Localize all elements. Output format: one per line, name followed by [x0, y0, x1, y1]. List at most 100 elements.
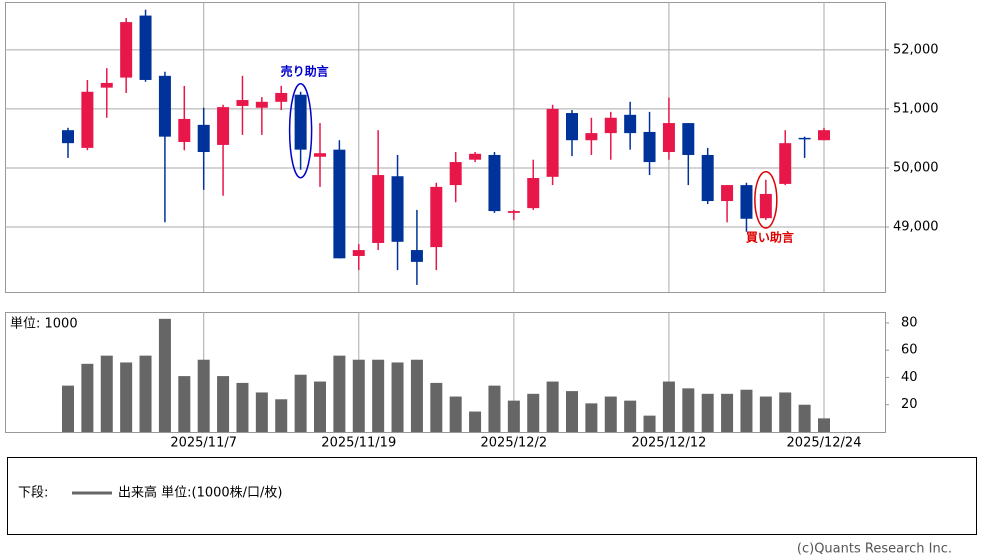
y-tick-label: 20 — [901, 397, 918, 412]
candle-body — [759, 193, 772, 219]
annotation-ellipse — [754, 171, 778, 229]
volume-bar — [624, 400, 637, 432]
unit-label: 単位: 1000 — [10, 316, 78, 332]
volume-bar — [682, 388, 695, 432]
volume-bar — [81, 363, 94, 432]
candle-body — [81, 91, 94, 148]
candle-body — [798, 137, 811, 140]
unit-label-bg — [7, 314, 99, 332]
volume-bar — [779, 392, 792, 432]
annotation-text: 売り助言 — [281, 63, 329, 78]
candle-body — [217, 107, 230, 145]
volume-bar — [740, 389, 753, 432]
y-tick-label: 60 — [901, 343, 918, 358]
candle-body — [255, 101, 268, 108]
volume-bar — [430, 382, 443, 432]
volume-bar — [662, 381, 675, 432]
candle-body — [779, 143, 792, 184]
candle-body — [469, 153, 482, 160]
candle-body — [701, 154, 714, 202]
volume-bar — [643, 415, 656, 432]
candle-body — [333, 149, 346, 259]
volume-bar — [759, 396, 772, 432]
volume-bar — [314, 381, 326, 432]
volume-bar — [333, 355, 346, 432]
volume-bar — [391, 362, 404, 432]
y-tick-label: 40 — [901, 370, 918, 385]
volume-bar — [62, 385, 74, 432]
volume-bar — [410, 359, 423, 432]
x-tick-label: 2025/11/19 — [321, 436, 396, 451]
candle-body — [488, 154, 501, 212]
annotation-ellipse — [288, 83, 313, 179]
volume-bar — [236, 382, 249, 432]
legend-box — [7, 457, 977, 535]
x-tick-label: 2025/12/2 — [481, 436, 548, 451]
y-tick-label: 80 — [901, 315, 918, 330]
candle-body — [624, 114, 637, 134]
candle-body — [314, 153, 326, 157]
candle-body — [449, 162, 462, 186]
candle-body — [566, 113, 578, 141]
candle-body — [158, 75, 171, 137]
y-tick-label: 49,000 — [893, 220, 939, 235]
candle-body — [120, 22, 133, 78]
volume-bar — [217, 376, 230, 432]
candle-body — [721, 185, 734, 202]
volume-bar — [372, 359, 385, 432]
volume-bar — [527, 393, 540, 432]
candle-body — [682, 123, 695, 155]
volume-bar — [158, 318, 171, 432]
candle-body — [62, 130, 74, 144]
volume-bar — [197, 359, 210, 432]
candle-body — [527, 178, 540, 209]
candle-body — [818, 130, 830, 141]
candle-body — [662, 123, 675, 153]
volume-bar — [798, 404, 811, 432]
price-panel — [5, 2, 886, 293]
volume-bar — [546, 381, 559, 432]
candle-body — [546, 108, 559, 177]
volume-bar — [701, 393, 714, 432]
y-tick-label: 50,000 — [893, 160, 939, 175]
candle-body — [178, 118, 191, 142]
candle-body — [643, 131, 656, 163]
volume-bar — [178, 376, 191, 432]
x-tick-label: 2025/12/24 — [787, 436, 862, 451]
volume-bar — [100, 355, 113, 432]
volume-bar — [255, 392, 268, 432]
volume-bar — [139, 355, 152, 432]
volume-bar — [488, 385, 501, 432]
legend-prefix: 下段: — [18, 486, 48, 501]
y-tick-label: 51,000 — [893, 101, 939, 116]
candle-body — [507, 211, 520, 213]
candle-body — [352, 250, 365, 256]
candle-body — [197, 124, 210, 153]
candle-body — [372, 175, 385, 243]
candle-body — [294, 94, 307, 150]
volume-bar — [469, 411, 482, 432]
credit: (c)Quants Research Inc. — [797, 542, 952, 557]
volume-bar — [275, 399, 288, 432]
candle-body — [430, 186, 443, 248]
volume-bar — [721, 393, 734, 432]
candle-body — [585, 133, 598, 141]
y-tick-label: 52,000 — [893, 42, 939, 57]
volume-bar — [585, 403, 598, 432]
volume-bar — [449, 396, 462, 432]
candle-body — [604, 117, 617, 134]
candle-body — [275, 92, 288, 102]
volume-bar — [120, 362, 133, 432]
x-tick-label: 2025/12/12 — [631, 436, 706, 451]
candle-body — [139, 15, 152, 80]
volume-panel — [5, 312, 886, 433]
volume-bar — [352, 359, 365, 432]
candle-body — [100, 82, 113, 88]
volume-bar — [566, 391, 578, 432]
volume-bar — [604, 396, 617, 432]
legend-label: 出来高 単位:(1000株/口/枚) — [118, 485, 283, 501]
x-tick-label: 2025/11/7 — [170, 436, 237, 451]
candle-body — [236, 100, 249, 106]
volume-bar — [294, 374, 307, 432]
